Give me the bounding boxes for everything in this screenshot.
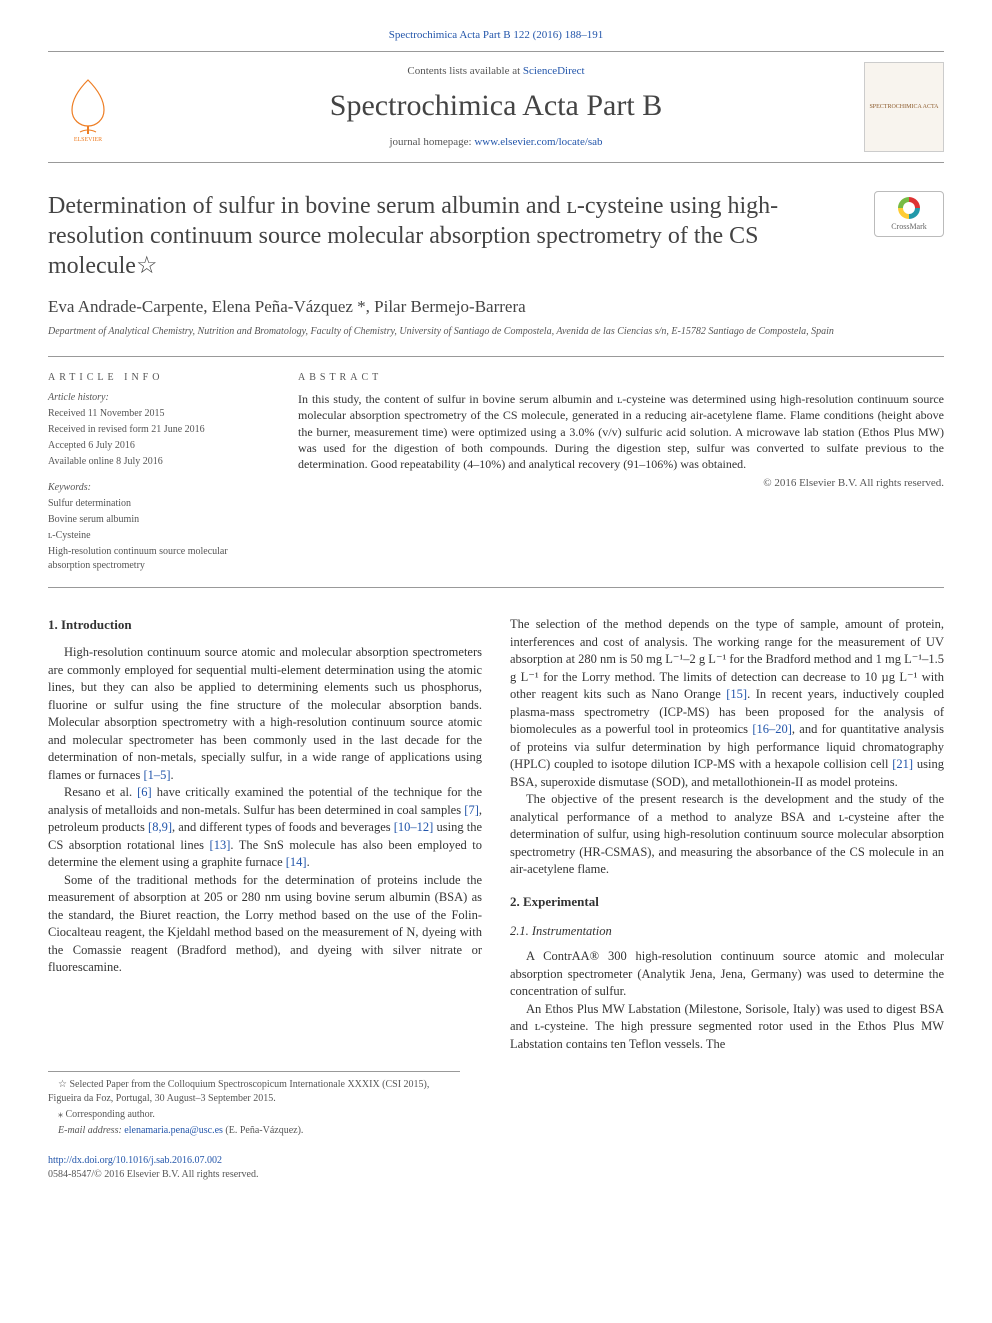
publisher-label: ELSEVIER <box>74 137 102 142</box>
intro-p1b: . <box>171 768 174 782</box>
history-label: Article history: <box>48 392 109 403</box>
ref-6[interactable]: [6] <box>137 785 152 799</box>
abstract-text: In this study, the content of sulfur in … <box>298 391 944 472</box>
info-abstract-block: article info Article history: Received 1… <box>48 356 944 588</box>
abstract-heading: abstract <box>298 371 944 385</box>
ref-14[interactable]: [14] <box>286 855 307 869</box>
history-online: Available online 8 July 2016 <box>48 455 268 469</box>
contents-pre: Contents lists available at <box>407 65 522 77</box>
abstract-copyright: © 2016 Elsevier B.V. All rights reserved… <box>298 476 944 491</box>
authors: Eva Andrade-Carpente, Elena Peña-Vázquez… <box>48 295 944 319</box>
keywords-label: Keywords: <box>48 482 91 493</box>
intro-p2g: . <box>307 855 310 869</box>
homepage-line: journal homepage: www.elsevier.com/locat… <box>128 135 864 150</box>
title-block: Determination of sulfur in bovine serum … <box>48 191 944 281</box>
intro-p1a: High-resolution continuum source atomic … <box>48 645 482 782</box>
article-title: Determination of sulfur in bovine serum … <box>48 191 862 281</box>
footnotes: ☆ Selected Paper from the Colloquium Spe… <box>48 1071 460 1138</box>
page: Spectrochimica Acta Part B 122 (2016) 18… <box>0 0 992 1222</box>
publisher-logo: ELSEVIER <box>48 67 128 147</box>
contents-line: Contents lists available at ScienceDirec… <box>128 64 864 79</box>
footnote-corresponding: ⁎ Corresponding author. <box>48 1108 460 1122</box>
email-link[interactable]: elenamaria.pena@usc.es <box>124 1125 223 1136</box>
doi-link[interactable]: http://dx.doi.org/10.1016/j.sab.2016.07.… <box>48 1154 944 1168</box>
journal-name: Spectrochimica Acta Part B <box>128 85 864 127</box>
ref-16-20[interactable]: [16–20] <box>752 722 792 736</box>
homepage-pre: journal homepage: <box>389 136 474 148</box>
crossmark-label: CrossMark <box>891 221 927 232</box>
history-accepted: Accepted 6 July 2016 <box>48 439 268 453</box>
body-columns: 1. Introduction High-resolution continuu… <box>48 616 944 1053</box>
top-citation: Spectrochimica Acta Part B 122 (2016) 18… <box>48 28 944 43</box>
crossmark-icon <box>898 197 920 219</box>
email-label: E-mail address: <box>58 1125 124 1136</box>
keyword-2: Bovine serum albumin <box>48 513 268 527</box>
ref-13[interactable]: [13] <box>210 838 231 852</box>
ref-15[interactable]: [15] <box>726 687 747 701</box>
keyword-3: ʟ-Cysteine <box>48 529 268 543</box>
keyword-1: Sulfur determination <box>48 497 268 511</box>
right-p4: An Ethos Plus MW Labstation (Milestone, … <box>510 1001 944 1054</box>
left-column: 1. Introduction High-resolution continuu… <box>48 616 482 1053</box>
heading-introduction: 1. Introduction <box>48 616 482 634</box>
abstract-col: abstract In this study, the content of s… <box>298 371 944 575</box>
right-p2: The objective of the present research is… <box>510 791 944 879</box>
email-tail: (E. Peña-Vázquez). <box>223 1125 304 1136</box>
right-p3: A ContrAA® 300 high-resolution continuum… <box>510 948 944 1001</box>
sciencedirect-link[interactable]: ScienceDirect <box>523 65 585 77</box>
ref-10-12[interactable]: [10–12] <box>394 820 434 834</box>
heading-instrumentation: 2.1. Instrumentation <box>510 923 944 941</box>
intro-p2a: Resano et al. <box>64 785 137 799</box>
ref-8-9[interactable]: [8,9] <box>148 820 172 834</box>
elsevier-tree-icon: ELSEVIER <box>58 72 118 142</box>
right-column: The selection of the method depends on t… <box>510 616 944 1053</box>
footnote-csi: ☆ Selected Paper from the Colloquium Spe… <box>48 1078 460 1106</box>
history-received: Received 11 November 2015 <box>48 407 268 421</box>
cover-thumb-text: SPECTROCHIMICA ACTA <box>865 100 942 115</box>
crossmark-badge[interactable]: CrossMark <box>874 191 944 237</box>
journal-cover-thumb: SPECTROCHIMICA ACTA <box>864 62 944 152</box>
article-info-heading: article info <box>48 371 268 385</box>
heading-experimental: 2. Experimental <box>510 893 944 911</box>
bottom-block: http://dx.doi.org/10.1016/j.sab.2016.07.… <box>48 1154 944 1182</box>
history-revised: Received in revised form 21 June 2016 <box>48 423 268 437</box>
homepage-link[interactable]: www.elsevier.com/locate/sab <box>474 136 602 148</box>
issn-copyright: 0584-8547/© 2016 Elsevier B.V. All right… <box>48 1168 944 1182</box>
intro-p3: Some of the traditional methods for the … <box>48 872 482 977</box>
masthead: ELSEVIER Contents lists available at Sci… <box>48 51 944 163</box>
masthead-center: Contents lists available at ScienceDirec… <box>128 64 864 151</box>
ref-1-5[interactable]: [1–5] <box>143 768 170 782</box>
ref-7[interactable]: [7] <box>464 803 479 817</box>
ref-21[interactable]: [21] <box>892 757 913 771</box>
article-info-col: article info Article history: Received 1… <box>48 371 268 575</box>
keyword-4: High-resolution continuum source molecul… <box>48 545 268 573</box>
intro-p2d: , and different types of foods and bever… <box>172 820 394 834</box>
affiliation: Department of Analytical Chemistry, Nutr… <box>48 325 944 338</box>
